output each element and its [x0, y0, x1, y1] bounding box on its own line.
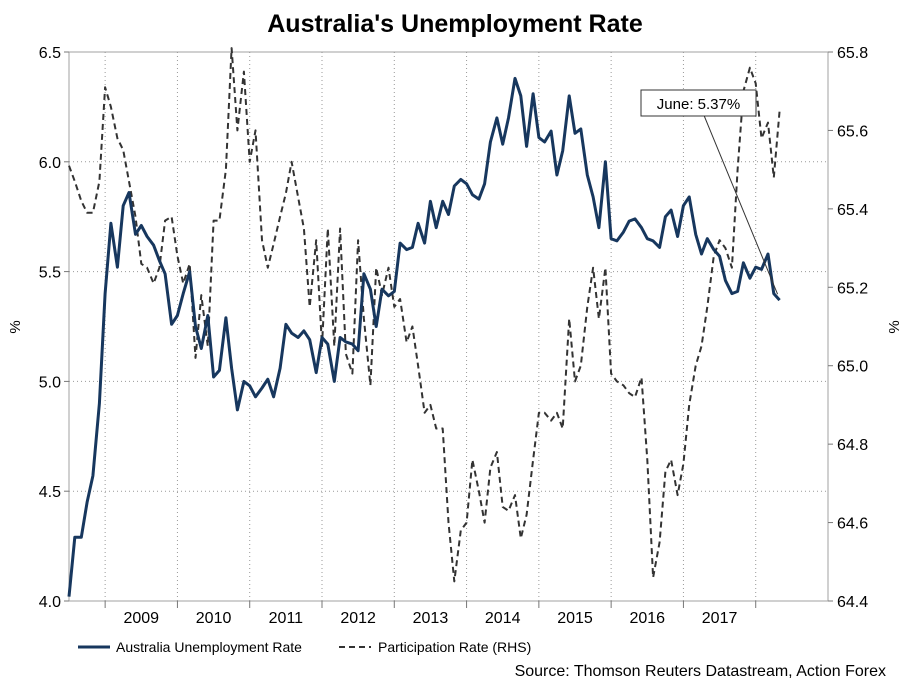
- y-right-tick-label: 64.8: [837, 437, 868, 454]
- y-right-tick-label: 65.2: [837, 280, 868, 297]
- annotation-text: June: 5.37%: [657, 96, 740, 113]
- y-right-tick-label: 65.6: [837, 123, 868, 140]
- legend-label-participation: Participation Rate (RHS): [378, 639, 531, 655]
- y-left-tick-label: 4.5: [39, 484, 61, 501]
- x-tick-label: 2011: [269, 610, 304, 627]
- series-lines: [67, 47, 781, 597]
- series-line-participation: [68, 47, 781, 583]
- series-line-unemployment: [67, 76, 781, 597]
- y-left-tick-label: 5.0: [39, 374, 61, 391]
- annotation-leader-line: [703, 115, 779, 295]
- x-tick-label: 2017: [702, 610, 738, 627]
- y-right-tick-label: 65.8: [837, 45, 868, 62]
- legend-label-unemployment: Australia Unemployment Rate: [116, 639, 302, 655]
- y-left-axis-label: %: [7, 320, 24, 333]
- tick-labels: 4.0 4.5 5.0 5.5 6.0 6.5 64.4 64.6 64.8 65.0 65.2 65…: [39, 45, 868, 627]
- x-tick-label: 2013: [413, 610, 449, 627]
- y-left-tick-label: 6.5: [39, 45, 61, 62]
- chart-title: Australia's Unemployment Rate: [267, 10, 643, 38]
- y-right-tick-label: 65.4: [837, 202, 868, 219]
- x-tick-label: 2012: [340, 610, 376, 627]
- y-right-tick-label: 64.6: [837, 516, 868, 533]
- y-left-tick-label: 4.0: [39, 594, 61, 611]
- legend: Australia Unemployment Rate Participatio…: [78, 639, 531, 655]
- x-tick-label: 2014: [485, 610, 521, 627]
- source-note: Source: Thomson Reuters Datastream, Acti…: [515, 663, 886, 680]
- y-left-tick-label: 6.0: [39, 155, 61, 172]
- y-left-tick-label: 5.5: [39, 265, 61, 282]
- annotation-callout: June: 5.37%: [640, 89, 779, 295]
- x-tick-label: 2016: [629, 610, 665, 627]
- y-right-tick-label: 64.4: [837, 594, 868, 611]
- y-right-axis-label: %: [886, 320, 903, 333]
- annotation-box: [640, 89, 757, 117]
- x-tick-label: 2010: [196, 610, 232, 627]
- x-tick-label: 2009: [123, 610, 159, 627]
- gridlines: [69, 52, 828, 601]
- y-right-tick-label: 65.0: [837, 359, 868, 376]
- x-tick-label: 2015: [557, 610, 593, 627]
